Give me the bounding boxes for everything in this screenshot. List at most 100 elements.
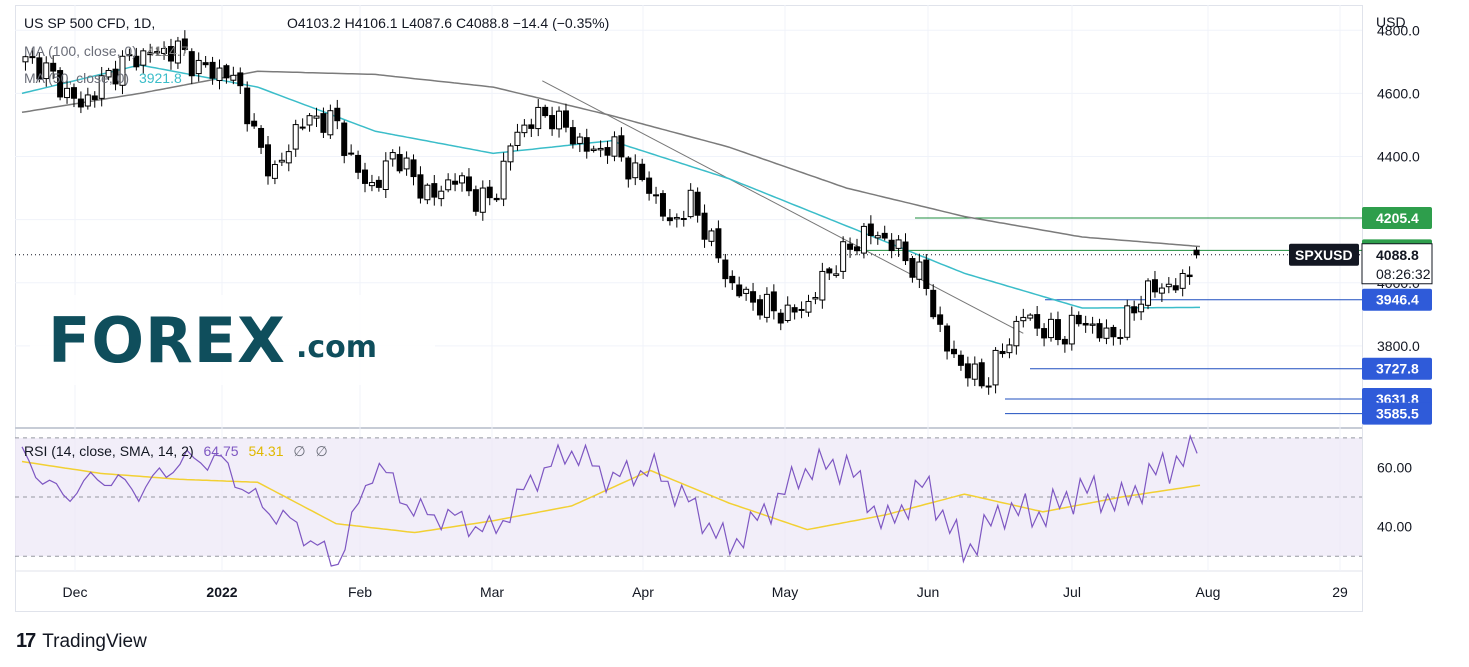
candle-bull xyxy=(479,187,486,213)
candle-bull xyxy=(819,270,826,301)
candle-bear xyxy=(930,289,937,318)
candle-bear xyxy=(431,183,438,198)
level-tag: 3585.5 xyxy=(1376,406,1419,422)
candle-bear xyxy=(902,241,909,262)
candle-bear xyxy=(826,268,833,274)
candle-bear xyxy=(618,135,625,158)
candle-bear xyxy=(465,176,472,192)
candle-bear xyxy=(750,291,757,303)
candle-bull xyxy=(389,152,396,160)
rsi-axis[interactable]: 40.00 60.00 xyxy=(1377,459,1412,534)
candle-bear xyxy=(639,163,646,181)
candle-bull xyxy=(1165,283,1172,288)
price-tick-label: 3800.0 xyxy=(1377,338,1420,354)
candle-bull xyxy=(680,218,687,221)
time-tick-label: May xyxy=(772,584,798,600)
candle-bear xyxy=(999,350,1006,355)
candle-bull xyxy=(43,62,50,80)
candle-bull xyxy=(1124,305,1131,338)
level-tag-bg xyxy=(1362,402,1432,425)
candle-bear xyxy=(666,217,673,222)
rsi-legend[interactable]: RSI (14, close, SMA, 14, 2) 64.75 54.31 … xyxy=(24,443,328,460)
candle-bull xyxy=(507,145,514,163)
candle-bull xyxy=(590,148,597,152)
candle-bull xyxy=(126,54,133,57)
rsi-band xyxy=(15,437,1362,557)
ma100-legend[interactable]: MA (100, close, 0) 4114.7 xyxy=(24,43,189,59)
candle-bear xyxy=(493,197,500,201)
candle-bear xyxy=(264,144,271,177)
candle-bull xyxy=(743,288,750,294)
candle-bear xyxy=(341,122,348,156)
forex-watermark: FOREX .com xyxy=(30,295,435,385)
price-tick-label: 4800.0 xyxy=(1377,22,1420,38)
candle-bull xyxy=(119,55,126,86)
candle-bull xyxy=(22,56,29,63)
candle-bull xyxy=(992,349,999,386)
candle-bear xyxy=(223,65,230,79)
candle-bear xyxy=(729,275,736,284)
candle-bear xyxy=(1061,338,1068,345)
candle-bear xyxy=(1041,328,1048,339)
ma50-legend[interactable]: MA (50, close, 0) 3921.8 xyxy=(24,70,182,86)
candle-bull xyxy=(597,147,604,151)
candle-bull xyxy=(140,50,147,66)
price-tick-label: 4600.0 xyxy=(1377,85,1420,101)
candle-bear xyxy=(978,362,985,387)
candle-bull xyxy=(1179,272,1186,289)
tradingview-brand[interactable]: 17 TradingView xyxy=(16,630,147,653)
candle-bear xyxy=(1034,314,1041,329)
countdown-tag: 08:26:32 xyxy=(1376,266,1431,282)
candle-bear xyxy=(659,193,666,217)
candle-bear xyxy=(881,232,888,239)
candle-bear xyxy=(847,243,854,250)
ohlc-legend: O4103.2 H4106.1 L4087.6 C4088.8 −14.4 (−… xyxy=(287,15,609,31)
ma100-label: MA (100, close, 0) xyxy=(24,43,137,59)
candle-bull xyxy=(1103,327,1110,339)
candle-bear xyxy=(209,61,216,79)
candle-bear xyxy=(604,147,611,156)
candle-bear xyxy=(528,124,535,129)
candle-bull xyxy=(673,216,680,220)
level-tag-bg xyxy=(1362,206,1432,229)
candle-bear xyxy=(133,55,140,68)
rsi-lines[interactable] xyxy=(21,433,1201,567)
candle-bear xyxy=(694,191,701,216)
candle-bear xyxy=(167,46,174,62)
candle-bear xyxy=(1117,336,1124,339)
candle-bear xyxy=(57,70,64,98)
time-tick-label: Mar xyxy=(480,584,504,600)
moving-average-lines[interactable] xyxy=(21,64,1201,309)
candle-bear xyxy=(1151,279,1158,293)
rsi-tick-label: 60.00 xyxy=(1377,459,1412,475)
candle-bull xyxy=(812,296,819,300)
candle-bear xyxy=(798,308,805,311)
ohlc-open: O4103.2 xyxy=(287,15,341,31)
candle-bull xyxy=(313,115,320,119)
candle-bull xyxy=(971,363,978,380)
candle-bear xyxy=(653,194,660,197)
candle-bear xyxy=(1082,322,1089,326)
time-tick-label: Jun xyxy=(917,584,940,600)
candle-bear xyxy=(736,284,743,297)
candle-bear xyxy=(1075,314,1082,325)
symbol-title[interactable]: US SP 500 CFD, 1D, xyxy=(24,15,156,31)
candle-bear xyxy=(36,57,43,80)
horizontal-levels[interactable] xyxy=(15,217,1362,415)
candle-bear xyxy=(237,72,244,87)
candle-bull xyxy=(514,131,521,146)
candle-bear xyxy=(147,52,154,56)
rsi-line xyxy=(21,433,1198,567)
candles[interactable] xyxy=(22,30,1200,395)
time-axis[interactable]: Dec 2022 Feb Mar Apr May Jun Jul Aug 29 xyxy=(63,584,1348,600)
candle-bear xyxy=(50,62,57,72)
candle-bear xyxy=(569,127,576,145)
candle-bull xyxy=(632,162,639,179)
candle-bear xyxy=(91,95,98,100)
candle-bull xyxy=(1089,323,1096,326)
candle-bull xyxy=(500,160,507,200)
trendline[interactable] xyxy=(542,80,1024,334)
candle-bull xyxy=(438,190,445,200)
candle-bull xyxy=(445,179,452,191)
